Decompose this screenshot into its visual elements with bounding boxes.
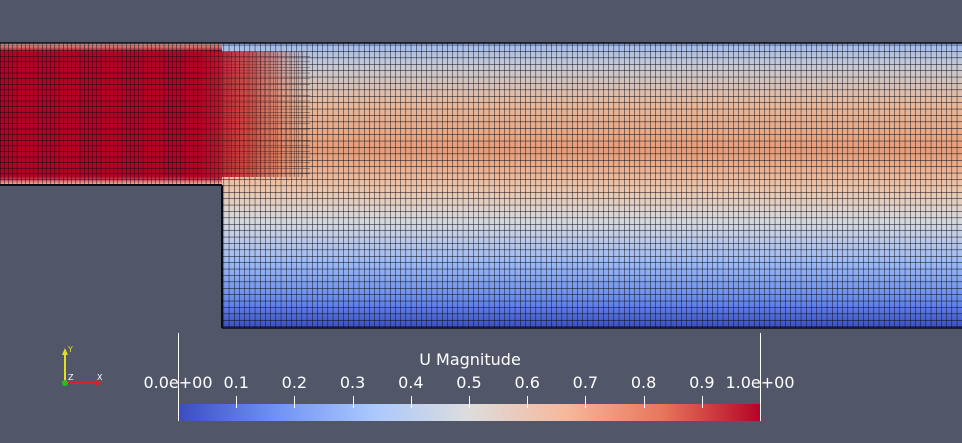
scalar-bar-tick-label: 0.6: [514, 373, 540, 392]
scalar-bar-max-line: [760, 333, 761, 421]
y-axis-label: Y: [68, 345, 73, 354]
scalar-bar-tick-mark: [410, 396, 412, 408]
scalar-bar-tick-label: 0.4: [398, 373, 424, 392]
z-axis-marker: [62, 380, 68, 386]
scalar-bar-tick-label: 0.5: [456, 373, 482, 392]
scalar-bar-tick-mark: [469, 396, 470, 408]
z-axis-label: Z: [68, 373, 74, 382]
scalar-bar-tick-label: 0.2: [281, 373, 308, 392]
scalar-bar-tick-label: 0.8: [630, 373, 657, 392]
orientation-axes-widget: Y X Z: [55, 343, 110, 391]
scalar-bar-tick-mark: [352, 396, 354, 408]
scalar-bar-tick-label: 0.1: [223, 373, 249, 392]
scalar-bar-tick-label: 0.3: [339, 373, 366, 392]
x-axis-label: X: [97, 373, 103, 382]
scalar-bar-tick-label: 0.7: [572, 373, 599, 392]
jet-transition: [200, 52, 310, 177]
scalar-bar-tick-mark: [236, 396, 238, 408]
inlet-channel: [0, 43, 222, 185]
scalar-bar-tick-mark: [701, 396, 703, 408]
scalar-bar-title: U Magnitude: [419, 350, 521, 369]
step-wall: [0, 42, 962, 329]
scalar-bar-tick-label: 0.9: [689, 373, 715, 392]
scalar-bar-min-line: [178, 333, 179, 421]
downstream-region: [222, 43, 962, 328]
scalar-bar-tick-mark: [643, 396, 645, 408]
scalar-bar-gradient: [178, 404, 760, 421]
scalar-bar-tick-mark: [585, 396, 587, 408]
scalar-bar-tick-mark: [294, 396, 296, 408]
scalar-bar-tick-mark: [527, 396, 529, 408]
